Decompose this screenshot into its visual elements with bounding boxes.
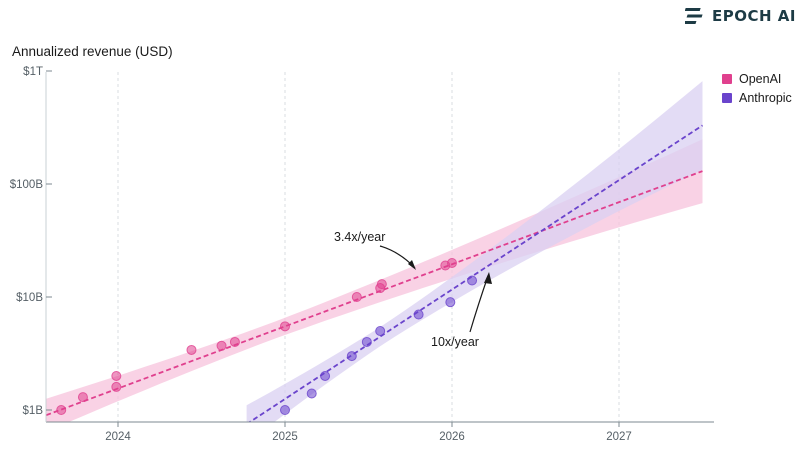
- brand-name: EPOCH AI: [712, 7, 796, 25]
- data-point-anthropic: [375, 326, 386, 337]
- data-point-anthropic: [306, 388, 317, 399]
- confidence-band-openai: [46, 139, 703, 422]
- data-point-openai: [56, 405, 67, 415]
- brand-header: EPOCH AI: [685, 7, 796, 25]
- legend-item-anthropic[interactable]: Anthropic: [722, 91, 792, 105]
- x-tick-label: 2027: [606, 431, 632, 443]
- data-point-anthropic: [445, 297, 456, 308]
- data-point-openai: [351, 292, 362, 302]
- annotation-anthropic-growth: 10x/year: [431, 335, 479, 349]
- y-tick-label: $100B: [10, 179, 44, 191]
- data-point-anthropic: [346, 351, 357, 362]
- y-tick-label: $1T: [23, 66, 43, 78]
- data-point-openai: [280, 321, 290, 332]
- x-tick-label: 2024: [105, 431, 131, 443]
- confidence-bands: [46, 81, 703, 422]
- data-point-openai: [229, 336, 240, 347]
- x-tick-label: 2025: [272, 431, 298, 443]
- data-point-anthropic: [280, 405, 290, 415]
- y-tick-label: $1B: [23, 405, 44, 417]
- data-point-openai: [111, 370, 122, 381]
- x-tick-label: 2026: [439, 431, 465, 443]
- data-point-openai: [447, 257, 457, 268]
- data-points: [56, 257, 478, 415]
- confidence-band-anthropic: [246, 81, 703, 422]
- annotation-arrowhead-anthropic: [484, 272, 492, 284]
- data-point-anthropic: [413, 309, 424, 320]
- data-point-openai: [186, 344, 197, 355]
- legend: OpenAI Anthropic: [722, 72, 792, 110]
- data-point-anthropic: [467, 275, 478, 286]
- axes: $1B $10B $100B $1T 2024 2025 2026 2027: [10, 66, 714, 443]
- data-point-openai: [77, 392, 88, 403]
- data-point-openai: [216, 340, 227, 351]
- annotation-arrowhead-openai: [408, 260, 416, 270]
- y-tick-label: $10B: [16, 292, 43, 304]
- data-point-anthropic: [320, 370, 331, 381]
- legend-label-anthropic: Anthropic: [739, 91, 792, 105]
- grid-layer: [117, 72, 620, 422]
- y-axis-title: Annualized revenue (USD): [12, 44, 173, 59]
- legend-item-openai[interactable]: OpenAI: [722, 72, 792, 86]
- legend-label-openai: OpenAI: [739, 72, 782, 86]
- legend-swatch-openai: [722, 74, 732, 84]
- annotations: 3.4x/year 10x/year: [334, 230, 492, 349]
- data-point-anthropic: [361, 336, 372, 347]
- trend-line-openai: [46, 170, 703, 417]
- data-point-openai: [111, 381, 122, 392]
- data-point-openai: [376, 279, 387, 290]
- epoch-stripes-icon: [685, 8, 703, 24]
- annotation-openai-growth: 3.4x/year: [334, 230, 385, 244]
- legend-swatch-anthropic: [722, 93, 732, 103]
